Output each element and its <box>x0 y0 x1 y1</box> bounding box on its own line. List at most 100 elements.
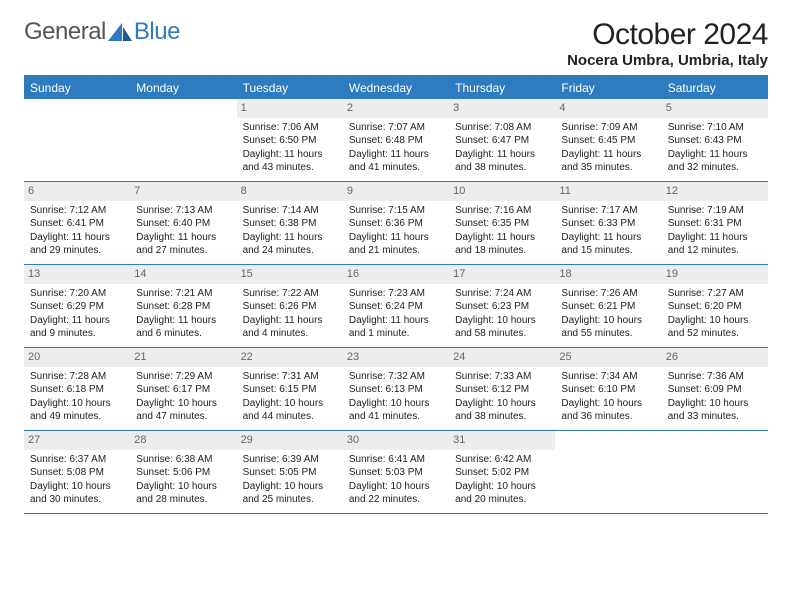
daylight-text: Daylight: 11 hours <box>349 148 443 162</box>
daylight-text: Daylight: 11 hours <box>349 231 443 245</box>
daylight-text: Daylight: 10 hours <box>668 314 762 328</box>
day-cell: 13Sunrise: 7:20 AMSunset: 6:29 PMDayligh… <box>24 265 130 347</box>
sunrise-text: Sunrise: 7:14 AM <box>243 204 337 218</box>
day-header-fri: Friday <box>555 77 661 99</box>
sunrise-text: Sunrise: 7:16 AM <box>455 204 549 218</box>
day-number: 24 <box>449 348 555 367</box>
daylight-text: and 22 minutes. <box>349 493 443 507</box>
day-number: 27 <box>24 431 130 450</box>
day-cell: 16Sunrise: 7:23 AMSunset: 6:24 PMDayligh… <box>343 265 449 347</box>
sunset-text: Sunset: 6:40 PM <box>136 217 230 231</box>
daylight-text: and 20 minutes. <box>455 493 549 507</box>
daylight-text: Daylight: 10 hours <box>136 397 230 411</box>
daylight-text: Daylight: 10 hours <box>243 397 337 411</box>
day-number: 11 <box>555 182 661 201</box>
daylight-text: Daylight: 11 hours <box>455 231 549 245</box>
day-number: 30 <box>343 431 449 450</box>
week-row: 1Sunrise: 7:06 AMSunset: 6:50 PMDaylight… <box>24 99 768 182</box>
sunrise-text: Sunrise: 7:36 AM <box>668 370 762 384</box>
day-cell: 15Sunrise: 7:22 AMSunset: 6:26 PMDayligh… <box>237 265 343 347</box>
sunset-text: Sunset: 6:09 PM <box>668 383 762 397</box>
sunset-text: Sunset: 6:24 PM <box>349 300 443 314</box>
sunrise-text: Sunrise: 6:41 AM <box>349 453 443 467</box>
sunrise-text: Sunrise: 7:32 AM <box>349 370 443 384</box>
day-cell: 18Sunrise: 7:26 AMSunset: 6:21 PMDayligh… <box>555 265 661 347</box>
day-cell: 11Sunrise: 7:17 AMSunset: 6:33 PMDayligh… <box>555 182 661 264</box>
day-cell: 31Sunrise: 6:42 AMSunset: 5:02 PMDayligh… <box>449 431 555 513</box>
day-number: 10 <box>449 182 555 201</box>
sunset-text: Sunset: 5:06 PM <box>136 466 230 480</box>
day-header-sun: Sunday <box>24 77 130 99</box>
day-number: 6 <box>24 182 130 201</box>
day-cell: 28Sunrise: 6:38 AMSunset: 5:06 PMDayligh… <box>130 431 236 513</box>
empty-cell <box>130 99 236 181</box>
day-cell: 20Sunrise: 7:28 AMSunset: 6:18 PMDayligh… <box>24 348 130 430</box>
day-cell: 19Sunrise: 7:27 AMSunset: 6:20 PMDayligh… <box>662 265 768 347</box>
sunset-text: Sunset: 6:47 PM <box>455 134 549 148</box>
logo-part1: General <box>24 18 106 46</box>
header: General Blue October 2024 Nocera Umbra, … <box>24 18 768 69</box>
sunrise-text: Sunrise: 6:37 AM <box>30 453 124 467</box>
daylight-text: and 58 minutes. <box>455 327 549 341</box>
day-number: 2 <box>343 99 449 118</box>
sunset-text: Sunset: 6:48 PM <box>349 134 443 148</box>
daylight-text: Daylight: 10 hours <box>455 480 549 494</box>
day-cell: 29Sunrise: 6:39 AMSunset: 5:05 PMDayligh… <box>237 431 343 513</box>
daylight-text: and 18 minutes. <box>455 244 549 258</box>
day-header-sat: Saturday <box>662 77 768 99</box>
sunrise-text: Sunrise: 6:39 AM <box>243 453 337 467</box>
title-block: October 2024 Nocera Umbra, Umbria, Italy <box>567 18 768 69</box>
sunset-text: Sunset: 5:08 PM <box>30 466 124 480</box>
daylight-text: and 47 minutes. <box>136 410 230 424</box>
day-number: 16 <box>343 265 449 284</box>
sunset-text: Sunset: 6:20 PM <box>668 300 762 314</box>
daylight-text: and 32 minutes. <box>668 161 762 175</box>
day-number: 21 <box>130 348 236 367</box>
daylight-text: and 27 minutes. <box>136 244 230 258</box>
daylight-text: and 35 minutes. <box>561 161 655 175</box>
day-header-tue: Tuesday <box>237 77 343 99</box>
day-cell: 27Sunrise: 6:37 AMSunset: 5:08 PMDayligh… <box>24 431 130 513</box>
day-number: 9 <box>343 182 449 201</box>
daylight-text: Daylight: 10 hours <box>561 397 655 411</box>
sunrise-text: Sunrise: 7:23 AM <box>349 287 443 301</box>
daylight-text: and 43 minutes. <box>243 161 337 175</box>
day-cell: 4Sunrise: 7:09 AMSunset: 6:45 PMDaylight… <box>555 99 661 181</box>
day-number: 31 <box>449 431 555 450</box>
sunrise-text: Sunrise: 7:24 AM <box>455 287 549 301</box>
daylight-text: and 33 minutes. <box>668 410 762 424</box>
day-cell: 22Sunrise: 7:31 AMSunset: 6:15 PMDayligh… <box>237 348 343 430</box>
daylight-text: and 1 minute. <box>349 327 443 341</box>
sunset-text: Sunset: 6:15 PM <box>243 383 337 397</box>
day-number: 1 <box>237 99 343 118</box>
daylight-text: Daylight: 10 hours <box>561 314 655 328</box>
daylight-text: Daylight: 11 hours <box>243 231 337 245</box>
daylight-text: Daylight: 11 hours <box>243 148 337 162</box>
empty-cell <box>24 99 130 181</box>
day-number: 8 <box>237 182 343 201</box>
day-cell: 25Sunrise: 7:34 AMSunset: 6:10 PMDayligh… <box>555 348 661 430</box>
sunset-text: Sunset: 6:13 PM <box>349 383 443 397</box>
daylight-text: and 29 minutes. <box>30 244 124 258</box>
sunset-text: Sunset: 6:18 PM <box>30 383 124 397</box>
logo-sail-icon <box>108 23 132 41</box>
day-cell: 9Sunrise: 7:15 AMSunset: 6:36 PMDaylight… <box>343 182 449 264</box>
day-number: 26 <box>662 348 768 367</box>
week-row: 6Sunrise: 7:12 AMSunset: 6:41 PMDaylight… <box>24 182 768 265</box>
sunset-text: Sunset: 6:33 PM <box>561 217 655 231</box>
daylight-text: and 15 minutes. <box>561 244 655 258</box>
day-cell: 3Sunrise: 7:08 AMSunset: 6:47 PMDaylight… <box>449 99 555 181</box>
day-cell: 6Sunrise: 7:12 AMSunset: 6:41 PMDaylight… <box>24 182 130 264</box>
week-row: 20Sunrise: 7:28 AMSunset: 6:18 PMDayligh… <box>24 348 768 431</box>
page-title: October 2024 <box>567 18 768 52</box>
sunrise-text: Sunrise: 7:20 AM <box>30 287 124 301</box>
day-number: 12 <box>662 182 768 201</box>
sunrise-text: Sunrise: 7:29 AM <box>136 370 230 384</box>
sunset-text: Sunset: 6:31 PM <box>668 217 762 231</box>
week-row: 13Sunrise: 7:20 AMSunset: 6:29 PMDayligh… <box>24 265 768 348</box>
day-number: 29 <box>237 431 343 450</box>
day-number: 5 <box>662 99 768 118</box>
daylight-text: Daylight: 10 hours <box>349 480 443 494</box>
empty-cell <box>555 431 661 513</box>
sunset-text: Sunset: 6:28 PM <box>136 300 230 314</box>
